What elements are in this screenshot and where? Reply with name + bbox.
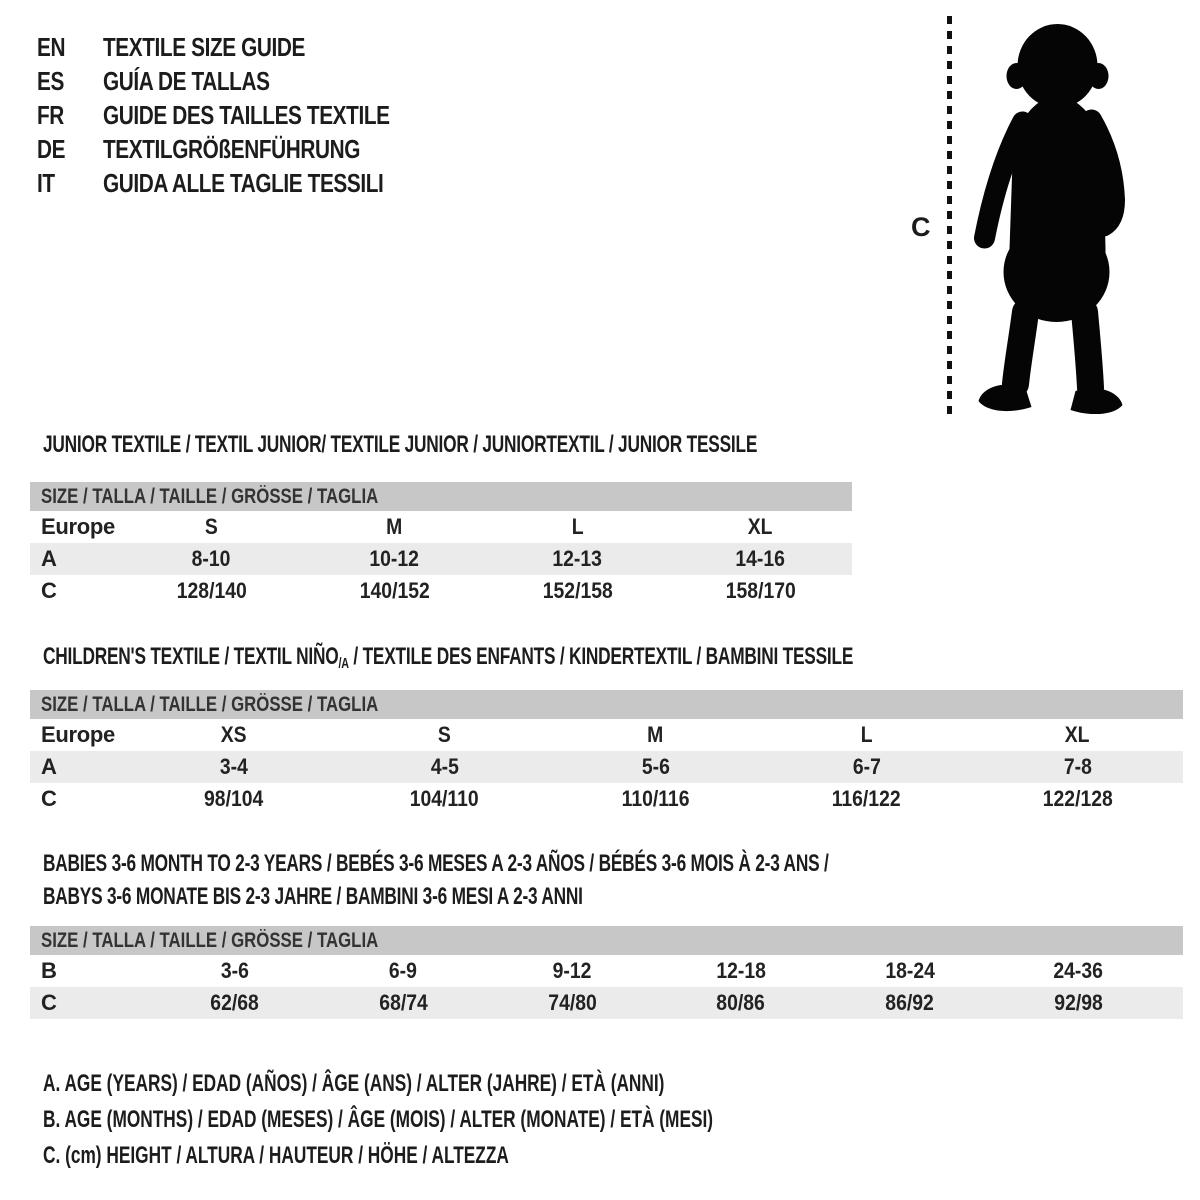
table-cell: 10-12 [369, 546, 420, 571]
language-row-en: EN TEXTILE SIZE GUIDE [37, 30, 461, 64]
size-header-label: SIZE / TALLA / TAILLE / GRÖSSE / TAGLIA [41, 692, 379, 716]
size-header-bar: SIZE / TALLA / TAILLE / GRÖSSE / TAGLIA [30, 482, 852, 511]
legend-age-months: B. AGE (MONTHS) / EDAD (MESES) / ÂGE (MO… [43, 1106, 714, 1133]
table-cell: 128/140 [176, 578, 247, 603]
table-cell: 6-7 [852, 754, 881, 779]
table-cell: 74/80 [547, 990, 597, 1015]
table-cell: 86/92 [885, 990, 934, 1015]
table-cell: 68/74 [379, 990, 428, 1015]
table-cell: 116/122 [832, 786, 901, 811]
junior-size-table: SIZE / TALLA / TAILLE / GRÖSSE / TAGLIA … [30, 482, 852, 607]
table-cell: 12-13 [552, 546, 603, 571]
table-cell: 3-4 [219, 754, 248, 779]
table-row: C 128/140 140/152 152/158 158/170 [30, 575, 852, 607]
guide-title-en: TEXTILE SIZE GUIDE [103, 31, 305, 62]
table-cell: 80/86 [716, 990, 766, 1015]
table-cell: 5-6 [641, 754, 670, 779]
babies-size-table: SIZE / TALLA / TAILLE / GRÖSSE / TAGLIA … [30, 926, 1183, 1019]
table-row: A 8-10 10-12 12-13 14-16 [30, 543, 852, 575]
table-row: C 62/68 68/74 74/80 80/86 86/92 92/98 [30, 987, 1183, 1019]
table-row: A 3-4 4-5 5-6 6-7 7-8 [30, 751, 1183, 783]
row-label: A [41, 546, 57, 571]
toddler-silhouette [974, 24, 1126, 414]
table-row: C 98/104 104/110 110/116 116/122 122/128 [30, 783, 1183, 815]
table-cell: M [386, 514, 403, 539]
size-header-bar: SIZE / TALLA / TAILLE / GRÖSSE / TAGLIA [30, 926, 1183, 955]
language-code: IT [37, 167, 55, 198]
table-cell: 14-16 [735, 546, 786, 571]
table-cell: 6-9 [389, 958, 418, 983]
children-size-table: SIZE / TALLA / TAILLE / GRÖSSE / TAGLIA … [30, 690, 1183, 815]
table-cell: 140/152 [359, 578, 430, 603]
guide-title-de: TEXTILGRÖßENFÜHRUNG [103, 133, 361, 164]
row-label: C [41, 990, 57, 1015]
legend-height-cm: C. (cm) HEIGHT / ALTURA / HAUTEUR / HÖHE… [43, 1142, 509, 1169]
language-code: ES [37, 65, 64, 96]
language-title-list: EN TEXTILE SIZE GUIDE ES GUÍA DE TALLAS … [37, 30, 461, 200]
table-cell: 122/128 [1042, 786, 1113, 811]
children-section-title: CHILDREN'S TEXTILE / TEXTIL NIÑO/A / TEX… [43, 643, 854, 672]
guide-title-es: GUÍA DE TALLAS [103, 65, 270, 96]
table-cell: S [205, 514, 218, 539]
row-label: C [41, 786, 57, 811]
size-header-label: SIZE / TALLA / TAILLE / GRÖSSE / TAGLIA [41, 928, 379, 952]
table-cell: 18-24 [884, 958, 935, 983]
legend-age-years: A. AGE (YEARS) / EDAD (AÑOS) / ÂGE (ANS)… [43, 1070, 665, 1097]
language-row-it: IT GUIDA ALLE TAGLIE TESSILI [37, 166, 461, 200]
language-row-de: DE TEXTILGRÖßENFÜHRUNG [37, 132, 461, 166]
table-cell: 4-5 [430, 754, 459, 779]
babies-section-title-line1: BABIES 3-6 MONTH TO 2-3 YEARS / BEBÉS 3-… [43, 850, 829, 877]
table-cell: 110/116 [621, 786, 690, 811]
children-table-rows: Europe XS S M L XL A 3-4 4-5 5-6 6-7 7-8 C 98/104 104/… [30, 719, 1183, 815]
table-cell: XL [748, 514, 773, 539]
language-row-es: ES GUÍA DE TALLAS [37, 64, 461, 98]
table-cell: 3-6 [220, 958, 249, 983]
table-cell: 7-8 [1063, 754, 1092, 779]
table-cell: S [438, 722, 451, 747]
size-header-bar: SIZE / TALLA / TAILLE / GRÖSSE / TAGLIA [30, 690, 1183, 719]
guide-title-fr: GUIDE DES TAILLES TEXTILE [103, 99, 390, 130]
junior-section-title: JUNIOR TEXTILE / TEXTIL JUNIOR/ TEXTILE … [43, 431, 758, 458]
table-cell: XS [220, 722, 247, 747]
table-cell: L [571, 514, 584, 539]
table-row: B 3-6 6-9 9-12 12-18 18-24 24-36 [30, 955, 1183, 987]
guide-title-it: GUIDA ALLE TAGLIE TESSILI [103, 167, 384, 198]
table-row: Europe XS S M L XL [30, 719, 1183, 751]
row-label: A [41, 754, 57, 779]
row-label: Europe [41, 514, 115, 539]
table-cell: 8-10 [192, 546, 231, 571]
row-label: B [41, 958, 57, 983]
row-label: C [41, 578, 57, 603]
nino-a-subscript: /A [338, 655, 349, 672]
table-cell: L [860, 722, 873, 747]
babies-table-rows: B 3-6 6-9 9-12 12-18 18-24 24-36 C 62/68 68/74 74/… [30, 955, 1183, 1019]
height-measure-label: C [911, 212, 931, 242]
table-cell: 9-12 [552, 958, 592, 983]
size-header-label: SIZE / TALLA / TAILLE / GRÖSSE / TAGLIA [41, 484, 379, 508]
table-cell: 12-18 [716, 958, 766, 983]
junior-table-rows: Europe S M L XL A 8-10 10-12 12-13 14-16 C 128/140 1… [30, 511, 852, 607]
table-cell: 92/98 [1054, 990, 1103, 1015]
row-label: Europe [41, 722, 115, 747]
table-cell: 158/170 [725, 578, 796, 603]
language-code: FR [37, 99, 64, 130]
table-cell: 24-36 [1053, 958, 1104, 983]
table-cell: M [647, 722, 664, 747]
table-cell: 62/68 [210, 990, 259, 1015]
table-cell: 98/104 [203, 786, 264, 811]
height-measure-dashed-line [947, 16, 952, 416]
table-cell: XL [1065, 722, 1090, 747]
language-code: EN [37, 31, 66, 62]
table-cell: 152/158 [542, 578, 613, 603]
babies-section-title-line2: BABYS 3-6 MONATE BIS 2-3 JAHRE / BAMBINI… [43, 883, 583, 910]
table-row: Europe S M L XL [30, 511, 852, 543]
language-code: DE [37, 133, 66, 164]
table-cell: 104/110 [410, 786, 479, 811]
language-row-fr: FR GUIDE DES TAILLES TEXTILE [37, 98, 461, 132]
